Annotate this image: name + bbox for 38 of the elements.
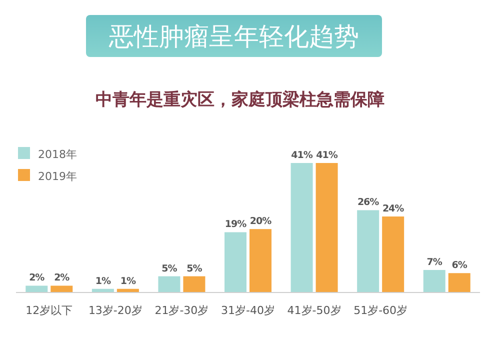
bar [26, 286, 48, 292]
data-label: 6% [452, 260, 468, 272]
chart-title: 恶性肿瘤呈年轻化趋势 [108, 22, 359, 51]
x-tick-label: 41岁-50岁 [287, 304, 342, 317]
data-label: 7% [426, 256, 443, 268]
data-label: 5% [186, 263, 203, 274]
bar [92, 288, 114, 292]
data-label: 20% [250, 216, 272, 228]
bar [357, 210, 380, 292]
data-label: 5% [162, 263, 178, 274]
bar [50, 286, 73, 292]
data-label: 1% [120, 276, 136, 287]
data-label: 2% [54, 272, 70, 284]
bar [183, 276, 206, 292]
chart-subtitle: 中青年是重灾区，家庭顶梁柱急需保障 [96, 90, 384, 110]
x-tick-label: 21岁-30岁 [154, 304, 209, 317]
bar [250, 229, 272, 292]
bar [158, 276, 180, 292]
x-tick-label: 13岁-20岁 [88, 304, 142, 317]
data-label: 19% [224, 219, 248, 230]
legend-label: 2019年 [38, 170, 77, 183]
bar [224, 232, 246, 292]
bar [290, 163, 313, 292]
data-label: 26% [357, 197, 380, 208]
legend-label: 2018年 [38, 148, 77, 161]
x-tick-label: 31岁-40岁 [221, 304, 275, 317]
bar [448, 273, 470, 292]
data-label: 24% [382, 203, 405, 214]
data-label: 2% [29, 272, 46, 284]
bar [116, 288, 139, 292]
data-label: 41% [316, 150, 338, 161]
data-label: 1% [95, 276, 112, 287]
x-tick-label: 12岁以下 [26, 304, 73, 317]
bar [316, 163, 338, 292]
x-tick-label: 51岁-60岁 [354, 304, 408, 317]
bar [382, 216, 404, 292]
data-label: 41% [291, 150, 314, 161]
bar [423, 270, 446, 292]
